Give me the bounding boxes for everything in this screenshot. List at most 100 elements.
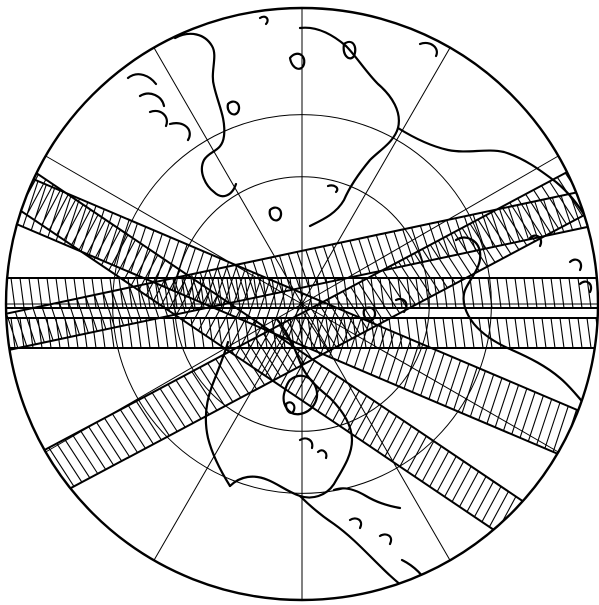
band-hatch xyxy=(304,300,321,347)
band-hatch xyxy=(85,219,107,256)
band-hatch xyxy=(217,268,230,304)
band-hatch xyxy=(429,450,450,487)
band-hatch xyxy=(294,360,315,397)
band-hatch xyxy=(533,189,560,229)
band-hatch xyxy=(534,201,547,236)
band-hatch xyxy=(8,468,35,508)
coastline-island xyxy=(378,533,393,546)
band-hatch xyxy=(559,317,565,349)
band-hatch xyxy=(393,231,406,266)
band-hatch xyxy=(253,317,259,349)
band-hatch xyxy=(406,277,412,309)
band-hatch xyxy=(541,317,547,349)
band-hatch xyxy=(569,413,586,460)
band-hatch xyxy=(397,277,403,309)
band-hatch xyxy=(378,332,395,379)
band-hatch xyxy=(577,416,594,463)
coastline-island xyxy=(284,401,296,414)
band-hatch xyxy=(247,341,274,382)
band-hatch xyxy=(478,317,484,349)
band-hatch xyxy=(167,384,194,424)
coastlines xyxy=(126,13,593,600)
band-hatch xyxy=(151,392,178,432)
band-hatch xyxy=(388,277,394,309)
band-hatch xyxy=(324,380,345,417)
band-hatch xyxy=(155,281,169,317)
band-hatch xyxy=(72,434,99,475)
band-hatch xyxy=(235,320,256,357)
band-hatch xyxy=(541,185,568,225)
band-hatch xyxy=(234,264,248,300)
band-hatch xyxy=(127,317,133,349)
band-hatch xyxy=(30,184,47,231)
band-hatch xyxy=(48,447,75,487)
band-hatch xyxy=(190,277,196,309)
band-hatch xyxy=(246,275,263,322)
coastline-near-pole xyxy=(394,297,408,314)
band-hatch xyxy=(208,317,214,349)
band-hatch xyxy=(560,195,574,231)
globe-outline xyxy=(4,6,599,602)
band-hatch xyxy=(347,395,368,432)
band-hatch xyxy=(411,346,428,393)
band-hatch xyxy=(135,400,162,441)
coastline-lake xyxy=(298,437,314,450)
band-hatch xyxy=(235,277,241,309)
band-hatch xyxy=(519,391,536,439)
band-hatch xyxy=(527,395,544,442)
band-hatch xyxy=(0,167,9,213)
band-hatch xyxy=(136,277,142,309)
band-hatch xyxy=(109,317,115,349)
band-hatch xyxy=(463,216,477,251)
band-edge xyxy=(6,148,559,526)
band-hatch xyxy=(130,249,151,286)
band-hatch xyxy=(331,244,345,279)
band-hatch xyxy=(514,317,520,349)
band-hatch xyxy=(302,312,329,352)
band-hatch xyxy=(16,464,43,504)
band-hatch xyxy=(550,317,556,349)
coastline-island xyxy=(348,517,363,530)
band-hatch xyxy=(307,317,313,349)
band-hatch xyxy=(278,255,292,291)
band-hatch xyxy=(354,400,375,437)
coastline-lake xyxy=(316,449,328,460)
band-hatch xyxy=(358,282,385,322)
band-hatch xyxy=(113,219,130,266)
band-hatch xyxy=(505,277,511,309)
band-hatch xyxy=(488,491,509,528)
band-hatch xyxy=(97,212,114,259)
band-hatch xyxy=(445,236,472,276)
band-hatch xyxy=(93,224,114,261)
band-hatch xyxy=(536,398,553,446)
band-hatch xyxy=(257,335,278,372)
band-hatch xyxy=(390,265,417,306)
band-hatch xyxy=(64,438,91,479)
band-hatch xyxy=(374,274,401,314)
band-hatch xyxy=(172,317,178,349)
coastline-greenland xyxy=(173,32,238,198)
band-hatch xyxy=(320,307,337,354)
band-hatch xyxy=(119,409,146,449)
band-hatch xyxy=(437,240,464,280)
band-hatch xyxy=(487,317,493,349)
band-hatch xyxy=(183,375,210,415)
coastline-island xyxy=(528,234,543,248)
meridian-line xyxy=(45,303,303,453)
band-hatch xyxy=(421,248,448,289)
band-hatch xyxy=(461,367,478,414)
band-hatch xyxy=(270,329,297,369)
band-hatch xyxy=(451,277,457,309)
band-hatch xyxy=(442,317,448,349)
meridian-line xyxy=(45,155,303,305)
band-hatch xyxy=(262,282,279,329)
band-hatch xyxy=(361,277,367,309)
band-hatch xyxy=(145,317,151,349)
band-hatch xyxy=(469,370,486,417)
band-hatch xyxy=(523,317,529,349)
band-hatch xyxy=(56,443,83,483)
band-hatch xyxy=(366,236,380,272)
band-hatch xyxy=(138,230,155,277)
band-hatch xyxy=(332,385,353,422)
coastline-south-america-top xyxy=(400,558,434,600)
